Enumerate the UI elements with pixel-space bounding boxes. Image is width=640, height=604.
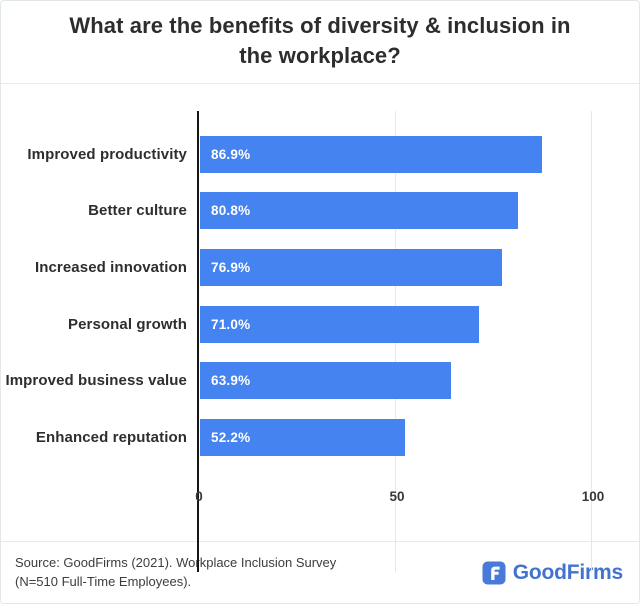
y-axis-line <box>197 111 199 572</box>
x-axis-tick-0: 0 <box>195 489 203 504</box>
bar: 52.2% <box>200 418 406 456</box>
category-label: Increased innovation <box>34 258 187 276</box>
bar-track: 63.9% <box>198 362 591 400</box>
category-label: Personal growth <box>67 315 187 333</box>
bar-row: Personal growth 71.0% <box>1 296 639 353</box>
bar-value-label: 86.9% <box>211 146 251 162</box>
bar: 86.9% <box>200 135 542 173</box>
x-axis-tick-50: 50 <box>389 489 405 504</box>
gridline-100 <box>591 111 592 572</box>
bar-track: 80.8% <box>198 192 591 230</box>
bar-value-label: 52.2% <box>211 429 251 445</box>
bar-track: 71.0% <box>198 305 591 343</box>
category-label: Improved business value <box>5 372 187 390</box>
bar: 63.9% <box>200 362 452 400</box>
bar-value-label: 63.9% <box>211 373 251 389</box>
bar-rows: Improved productivity 86.9% Better cultu… <box>1 126 639 466</box>
bar-row: Enhanced reputation 52.2% <box>1 409 639 466</box>
source-text: Source: GoodFirms (2021). Workplace Incl… <box>15 554 336 592</box>
bar: 80.8% <box>200 192 518 230</box>
bar-row: Better culture 80.8% <box>1 183 639 240</box>
x-axis-tick-100: 100 <box>581 489 605 504</box>
bar-track: 86.9% <box>198 135 591 173</box>
source-line-2: (N=510 Full-Time Employees). <box>15 573 192 589</box>
bar: 76.9% <box>200 248 503 286</box>
goodfirms-logo: GoodFirms <box>482 561 623 585</box>
bar-value-label: 76.9% <box>211 259 251 275</box>
bar-value-label: 71.0% <box>211 316 251 332</box>
source-footer: Source: GoodFirms (2021). Workplace Incl… <box>1 541 639 603</box>
category-label: Improved productivity <box>27 145 187 163</box>
bar-row: Improved business value 63.9% <box>1 352 639 409</box>
goodfirms-icon <box>482 561 506 584</box>
category-label: Enhanced reputation <box>35 428 187 446</box>
chart-area: Improved productivity 86.9% Better cultu… <box>1 84 639 572</box>
bar-track: 76.9% <box>198 248 591 286</box>
source-line-1: Source: GoodFirms (2021). Workplace Incl… <box>15 554 337 570</box>
bar: 71.0% <box>200 305 480 343</box>
bar-value-label: 80.8% <box>211 203 251 219</box>
chart-title: What are the benefits of diversity & inc… <box>69 13 571 68</box>
bar-row: Improved productivity 86.9% <box>1 126 639 183</box>
category-label: Better culture <box>88 202 187 220</box>
title-block: What are the benefits of diversity & inc… <box>1 1 639 84</box>
bar-track: 52.2% <box>198 418 591 456</box>
goodfirms-wordmark: GoodFirms <box>512 560 623 584</box>
bar-row: Increased innovation 76.9% <box>1 239 639 296</box>
